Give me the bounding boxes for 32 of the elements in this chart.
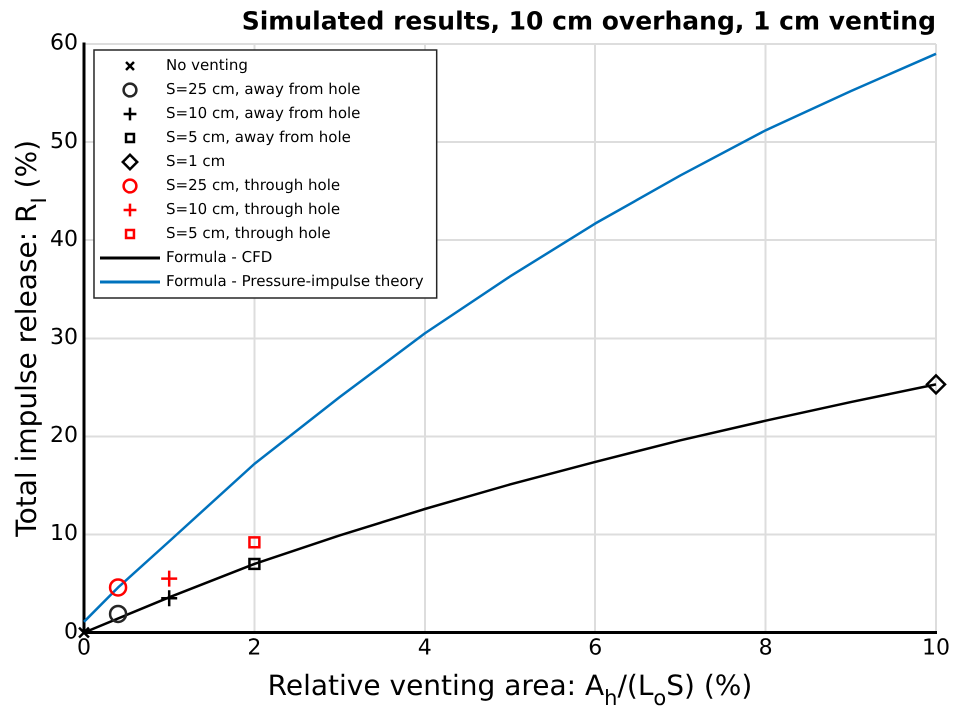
point (248, 558, 261, 570)
legend-label: S=5 cm, through hole (166, 224, 331, 242)
point (926, 374, 946, 395)
chart-title: Simulated results, 10 cm overhang, 1 cm venting (242, 6, 936, 36)
y-axis-title: Total impulse release: RI (%) (10, 140, 51, 538)
x-tick-label: 2 (247, 636, 262, 661)
point (108, 604, 128, 624)
legend-label: S=25 cm, through hole (166, 176, 340, 194)
legend-label: Formula - Pressure-impulse theory (166, 272, 424, 290)
legend-label: S=10 cm, away from hole (166, 104, 360, 122)
point (78, 626, 90, 639)
y-tick-label: 30 (50, 325, 78, 350)
x-tick-label: 8 (758, 636, 773, 661)
y-tick-label: 0 (64, 619, 78, 644)
x-tick-label: 4 (418, 636, 432, 661)
y-tick-label: 40 (50, 226, 78, 252)
legend-label: No venting (166, 56, 248, 74)
point (248, 536, 261, 549)
legend-label: S=10 cm, through hole (166, 200, 340, 218)
y-tick-label: 20 (50, 423, 78, 448)
legend-label: S=25 cm, away from hole (166, 80, 360, 98)
point (160, 569, 178, 588)
point (108, 578, 128, 597)
y-tick-label: 50 (50, 128, 78, 154)
x-tick-label: 10 (922, 636, 950, 661)
y-tick-label: 10 (50, 521, 78, 546)
y-tick-label: 60 (50, 30, 78, 56)
x-tick-label: 6 (588, 636, 602, 661)
legend-label: S=5 cm, away from hole (166, 128, 351, 146)
point (160, 589, 178, 608)
legend-label: Formula - CFD (166, 248, 272, 266)
legend-label: S=1 cm (166, 152, 226, 170)
